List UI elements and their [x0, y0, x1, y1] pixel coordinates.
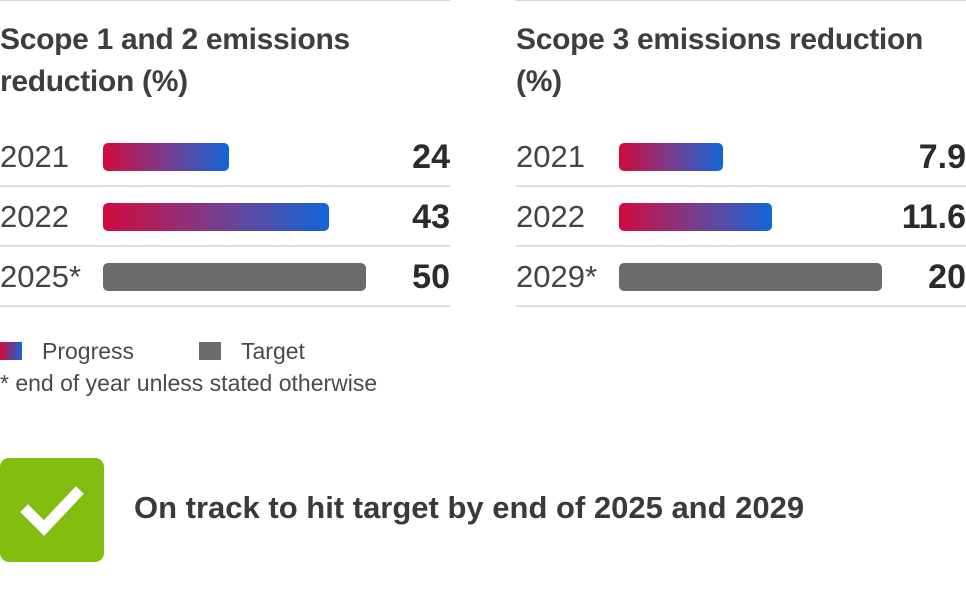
- scope-1-2-chart: Scope 1 and 2 emissions reduction (%) 20…: [0, 0, 450, 307]
- category-label: 2021: [0, 139, 69, 174]
- legend-label-target: Target: [241, 338, 305, 364]
- target-bar: [619, 263, 882, 291]
- chart-top-divider: [0, 0, 450, 1]
- chart-top-divider: [516, 0, 966, 1]
- category-label: 2021: [516, 139, 585, 174]
- bar-track: [103, 263, 366, 291]
- target-bar: [103, 263, 366, 291]
- bar-row: 2021 24: [0, 127, 450, 187]
- status-text: On track to hit target by end of 2025 an…: [134, 490, 805, 525]
- status-badge: [0, 458, 104, 562]
- bar-row: 2022 43: [0, 187, 450, 247]
- legend-label-progress: Progress: [42, 338, 135, 364]
- value-label: 24: [412, 138, 450, 176]
- bar-track: [103, 143, 366, 171]
- progress-bar: [619, 143, 723, 171]
- bar-rows: 2021 24 2022 43 2025* 50: [0, 127, 450, 307]
- bar-track: [619, 203, 882, 231]
- value-label: 50: [412, 258, 450, 296]
- bar-row: 2029* 20: [516, 247, 966, 307]
- checkmark-icon: [20, 486, 84, 536]
- value-label: 43: [412, 198, 450, 236]
- bar-row: 2021 7.9: [516, 127, 966, 187]
- chart-title: Scope 1 and 2 emissions reduction (%): [0, 23, 350, 98]
- footnote: * end of year unless stated otherwise: [0, 370, 378, 396]
- scope-3-chart: Scope 3 emissions reduction (%) 2021 7.9 2…: [516, 0, 966, 307]
- bar-track: [619, 263, 882, 291]
- progress-bar: [103, 203, 330, 231]
- bar-rows: 2021 7.9 2022 11.6 2029* 20: [516, 127, 966, 307]
- progress-bar: [619, 203, 772, 231]
- bar-track: [619, 143, 882, 171]
- value-label: 20: [928, 258, 966, 296]
- chart-title: Scope 3 emissions reduction (%): [516, 23, 924, 98]
- progress-swatch: [0, 342, 22, 360]
- value-label: 11.6: [901, 198, 966, 236]
- category-label: 2025*: [0, 259, 82, 294]
- bar-track: [103, 203, 366, 231]
- bar-row: 2025* 50: [0, 247, 450, 307]
- category-label: 2022: [516, 199, 585, 234]
- category-label: 2029*: [516, 259, 598, 294]
- bar-row: 2022 11.6: [516, 187, 966, 247]
- progress-bar: [103, 143, 230, 171]
- target-swatch: [199, 342, 221, 360]
- category-label: 2022: [0, 199, 69, 234]
- value-label: 7.9: [918, 138, 966, 176]
